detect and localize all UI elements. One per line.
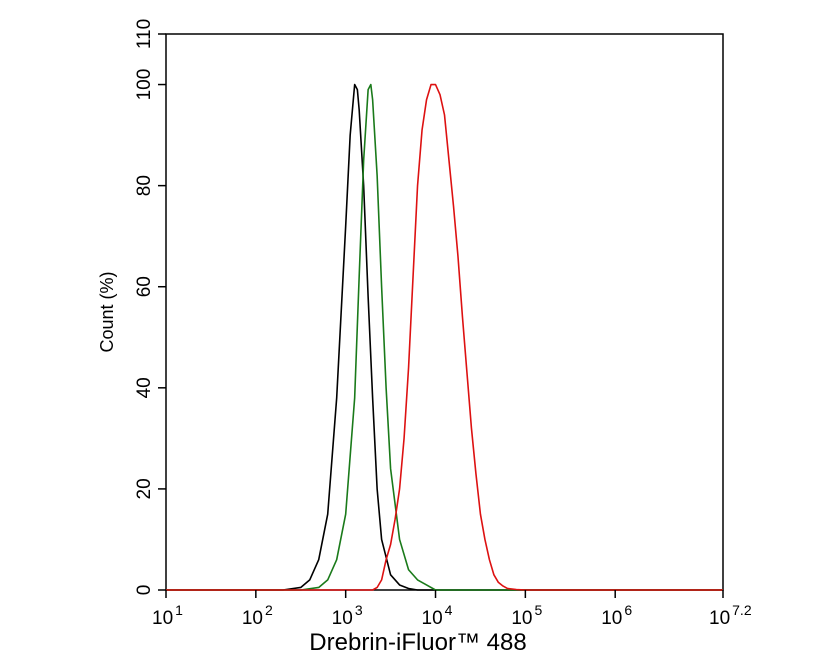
x-axis-title: Drebrin-iFluor™ 488 [309,629,526,656]
x-tick-label: 10 2 [242,602,273,629]
series-1-curve [166,83,723,591]
x-tick-label: 10 7.2 [709,602,752,629]
x-tick-label: 10 6 [601,602,632,629]
y-tick-label: 100 [134,69,155,101]
x-tick-label: 10 5 [511,602,542,629]
y-tick-label: 80 [134,175,155,196]
series-2-curve [166,83,723,591]
y-tick-label: 110 [134,19,155,49]
y-tick-label: 60 [134,276,155,297]
y-axis-ticks: 0 20 40 60 80 100 110 [134,19,166,595]
curves-group [166,83,723,591]
x-tick-label: 10 1 [152,602,183,629]
series-3-curve [166,83,723,591]
x-tick-label: 10 4 [422,602,453,629]
x-axis-ticks: 10 1 10 2 10 3 10 4 10 5 10 6 10 7.2 [152,590,752,629]
y-tick-label: 20 [134,478,155,499]
y-axis-title: Count (%) [97,271,117,352]
y-tick-label: 40 [134,377,155,398]
x-tick-label: 10 3 [332,602,363,629]
y-tick-label: 0 [134,585,155,596]
